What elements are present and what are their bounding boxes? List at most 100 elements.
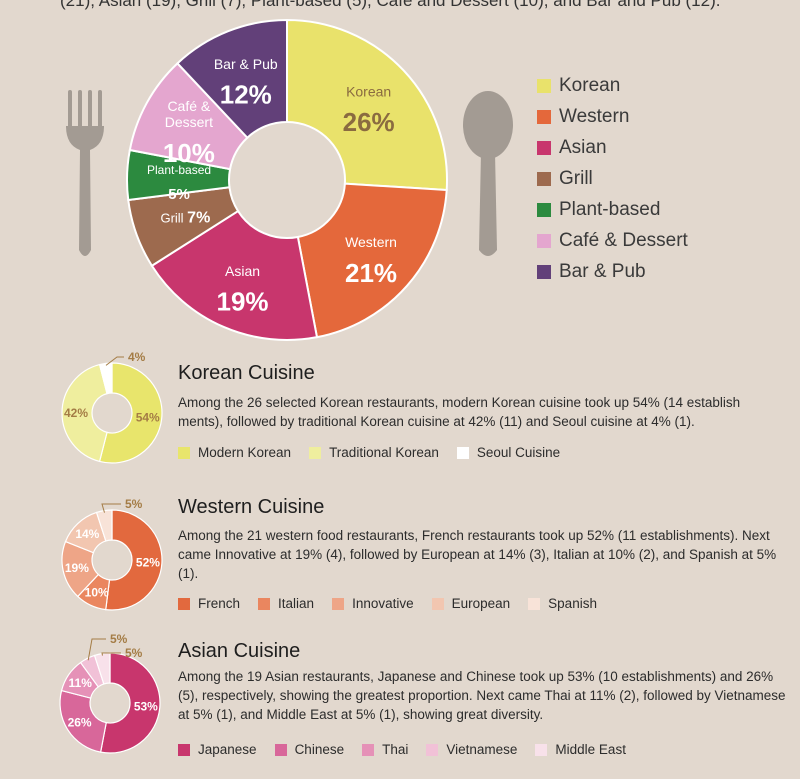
legend-swatch — [178, 597, 190, 610]
legend-item-seoul-cuisine: Seoul Cuisine — [456, 445, 561, 460]
slice-value-caf-dessert: 10% — [163, 138, 215, 168]
western-section: 52% 10% 19% 14% 5% Western Cuisine Among the… — [0, 490, 800, 630]
legend-label: Seoul Cuisine — [476, 445, 561, 460]
slice-modern-korean — [98, 362, 163, 464]
legend-item-italian: Italian — [258, 596, 314, 611]
korean-donut-chart: 54% 42% 4% — [61, 350, 163, 464]
callout-line-middle-east — [101, 652, 121, 656]
slice-traditional-korean — [61, 363, 108, 463]
legend-label: Italian — [278, 596, 315, 611]
legend-label: European — [451, 596, 511, 611]
legend-label: Bar & Pub — [559, 260, 646, 282]
legend-item-chinese: Chinese — [274, 742, 345, 757]
legend-swatch — [431, 597, 444, 610]
slice-value-grill: 7% — [187, 210, 210, 227]
legend-item-middle-east: Middle East — [535, 742, 626, 757]
slice-label-plant-based: Plant-based — [147, 163, 211, 177]
slice-value-traditional-korean: 42% — [64, 406, 88, 420]
slice-value-korean: 26% — [343, 107, 395, 137]
legend-swatch — [537, 78, 551, 93]
slice-value-european: 14% — [75, 527, 99, 541]
legend-label: Innovative — [352, 596, 414, 611]
legend-swatch — [309, 446, 322, 459]
slice-value-modern-korean: 54% — [136, 411, 160, 425]
legend-swatch — [537, 140, 551, 155]
slice-label-bar-pub: Bar & Pub — [214, 56, 278, 72]
slice-bar-pub — [176, 18, 288, 140]
asian-legend: Japanese Chinese Thai Vietnamese Middle East — [178, 742, 644, 757]
korean-section: 54% 42% 4% Korean Cuisine Among the 26 sel… — [0, 350, 800, 480]
legend-item-asian: Asian — [537, 132, 688, 163]
legend-swatch — [274, 743, 287, 756]
legend-item-japanese: Japanese — [178, 742, 257, 757]
legend-item-spanish: Spanish — [528, 596, 597, 611]
legend-item-plant-based: Plant-based — [537, 194, 688, 225]
legend-label: Modern Korean — [198, 445, 292, 460]
slice-middle-east — [93, 652, 111, 685]
legend-label: Café & Dessert — [559, 229, 688, 251]
legend-item-caf-dessert: Café & Dessert — [537, 225, 688, 256]
slice-value-spanish: 5% — [125, 497, 143, 511]
legend-swatch — [178, 743, 190, 756]
legend-swatch — [456, 446, 469, 459]
slice-value-seoul-cuisine: 4% — [128, 350, 146, 364]
asian-section: 53% 26% 11% 5% 5% Asian Cuisine Among the 19… — [0, 628, 800, 768]
legend-label: Chinese — [294, 742, 345, 757]
legend-label: Thai — [382, 742, 409, 757]
legend-swatch — [258, 597, 271, 610]
legend-label: French — [198, 596, 241, 611]
legend-label: Spanish — [548, 596, 597, 611]
slice-japanese — [99, 652, 161, 754]
legend-swatch — [537, 171, 551, 186]
legend-item-traditional-korean: Traditional Korean — [309, 445, 439, 460]
slice-label-korean: Korean — [346, 83, 391, 99]
slice-label-western: Western — [345, 234, 397, 250]
legend-item-grill: Grill — [537, 163, 688, 194]
slice-korean — [286, 18, 448, 192]
slice-value-vietnamese: 5% — [110, 632, 128, 646]
legend-item-thai: Thai — [362, 742, 408, 757]
western-donut-chart: 52% 10% 19% 14% 5% — [61, 497, 163, 611]
slice-value-chinese: 26% — [68, 715, 92, 729]
slice-value-innovative: 19% — [65, 561, 89, 575]
slice-value-japanese: 53% — [134, 699, 158, 713]
asian-donut-chart: 53% 26% 11% 5%5% — [59, 632, 161, 754]
slice-value-western: 21% — [345, 258, 397, 288]
slice-french — [105, 509, 163, 611]
slice-spanish — [95, 509, 113, 542]
slice-western — [296, 182, 448, 339]
legend-item-innovative: Innovative — [332, 596, 414, 611]
spoon-icon — [463, 91, 513, 256]
legend-swatch — [332, 597, 345, 610]
legend-label: Korean — [559, 74, 621, 96]
legend-swatch — [537, 109, 551, 124]
slice-value-plant-based: 5% — [168, 186, 190, 203]
legend-swatch — [537, 202, 551, 217]
slice-value-french: 52% — [136, 555, 160, 569]
legend-label: Vietnamese — [446, 742, 518, 757]
legend-item-bar-pub: Bar & Pub — [537, 256, 688, 287]
legend-label: Japanese — [198, 742, 257, 757]
fork-icon — [66, 90, 104, 256]
legend-swatch — [528, 597, 541, 610]
asian-description: Among the 19 Asian restaurants, Japanese… — [178, 669, 786, 722]
slice-seoul-cuisine — [98, 362, 113, 395]
legend-label: Plant-based — [559, 198, 661, 220]
slice-label-grill: Grill 7% — [160, 210, 210, 227]
legend-item-modern-korean: Modern Korean — [178, 445, 291, 460]
slice-value-middle-east: 5% — [125, 646, 143, 660]
legend-swatch — [178, 446, 190, 459]
legend-label: Traditional Korean — [329, 445, 439, 460]
western-description: Among the 21 western food restaurants, F… — [178, 528, 777, 581]
main-donut-chart: Korean 26% Western 21% Asian 19% Grill 7% Plant… — [66, 18, 513, 341]
legend-label: Middle East — [555, 742, 626, 757]
legend-swatch — [537, 233, 551, 248]
legend-item-korean: Korean — [537, 70, 688, 101]
legend-item-french: French — [178, 596, 240, 611]
slice-label-caf-dessert-1: Dessert — [165, 114, 213, 130]
main-legend: Korean Western Asian Grill Plant-based Café &… — [537, 70, 688, 287]
legend-swatch — [535, 743, 548, 756]
callout-line-spanish — [101, 503, 121, 513]
legend-item-european: European — [431, 596, 511, 611]
legend-item-western: Western — [537, 101, 688, 132]
